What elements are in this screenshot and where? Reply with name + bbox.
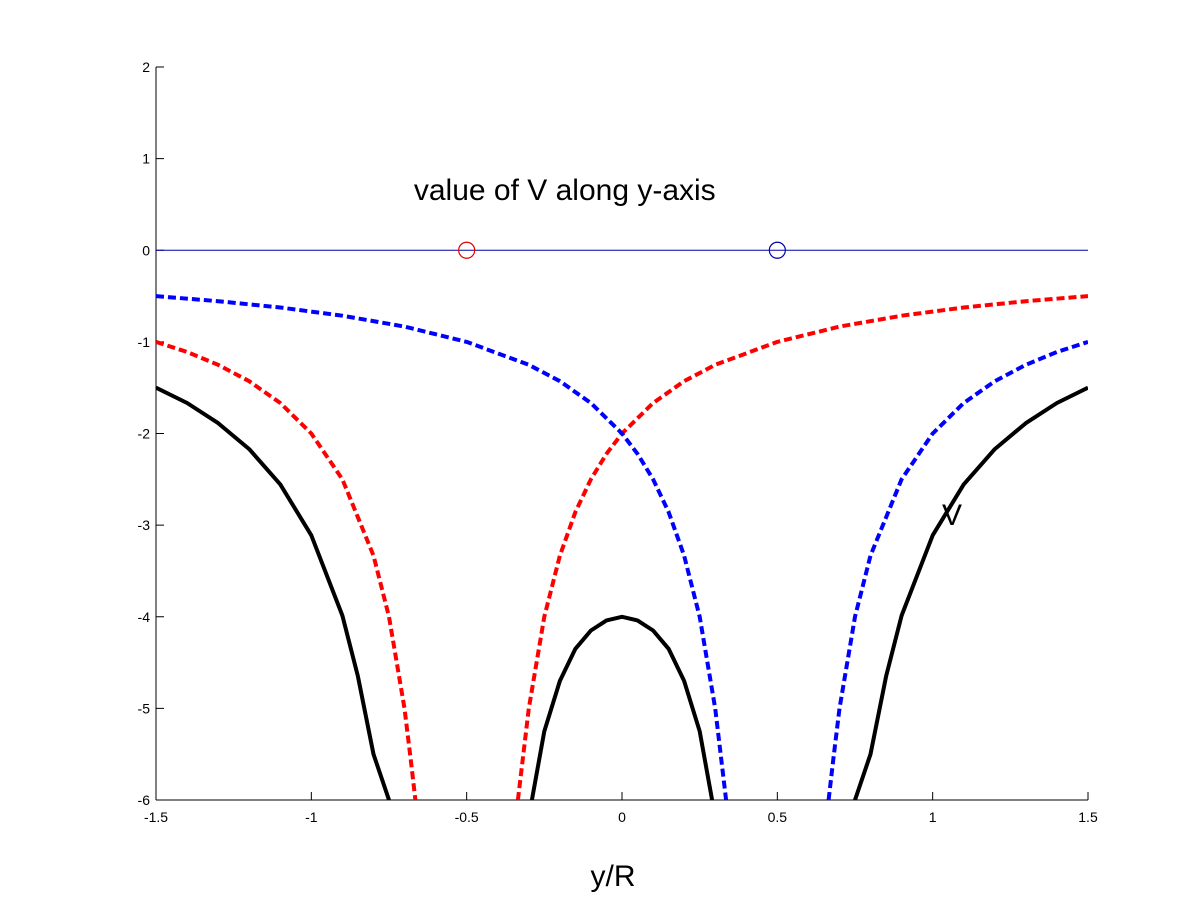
series-1-segment-1 — [826, 339, 1088, 800]
marker-1 — [768, 241, 786, 259]
y-tick-label: -6 — [138, 792, 151, 808]
axes: -1.5 -1 -0.5 0 0.5 1 1.5 -6 -5 -4 -3 -2 -1 0 1 2 — [138, 59, 1098, 825]
y-tick-label: -2 — [138, 426, 151, 442]
y-tick-label: 1 — [142, 151, 150, 167]
x-tick-label: -1.5 — [144, 809, 168, 825]
x-tick-label: 1 — [929, 809, 937, 825]
labels: y/R value of V along y-axis V — [414, 174, 962, 893]
series-0-segment-1 — [515, 294, 1088, 800]
x-tick-label: -1 — [305, 809, 318, 825]
y-tick-label: 2 — [142, 59, 150, 75]
y-tick-label: -3 — [138, 517, 151, 533]
y-tick-label: 0 — [142, 242, 150, 258]
x-tick-label: 0.5 — [768, 809, 788, 825]
x-tick-label: -0.5 — [455, 809, 479, 825]
series-2-segment-2 — [852, 385, 1088, 800]
plot-area — [156, 241, 1088, 800]
y-tick-label: -4 — [138, 609, 151, 625]
x-axis-label: y/R — [591, 860, 636, 893]
x-tick-label: 0 — [618, 809, 626, 825]
series-1-segment-0 — [156, 294, 729, 800]
x-tick-label: 1.5 — [1078, 809, 1098, 825]
y-tick-label: -5 — [138, 700, 151, 716]
series-2-segment-1 — [529, 614, 715, 800]
annotation-0: value of V along y-axis — [414, 174, 716, 207]
marker-0 — [458, 241, 476, 259]
y-tick-label: -1 — [138, 334, 151, 350]
series-2-segment-0 — [156, 385, 392, 800]
annotation-1: V — [942, 499, 962, 532]
series-0-segment-0 — [156, 339, 418, 800]
